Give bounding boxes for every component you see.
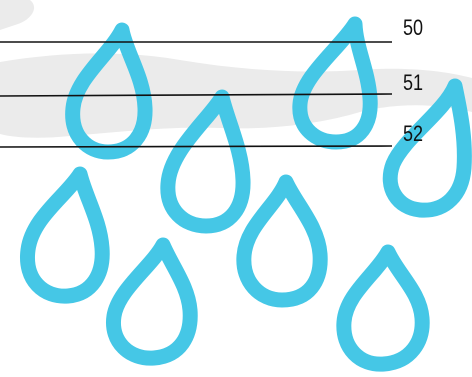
leader-line-2 (0, 93, 393, 97)
raindrop-icon (382, 78, 472, 218)
background-stain-top-left (0, 0, 35, 30)
callout-label: 50 (403, 15, 424, 40)
raindrop-icon (106, 237, 198, 366)
callout-label: 51 (403, 70, 424, 95)
raindrop-icon (336, 244, 430, 372)
raindrop-icon (20, 166, 110, 304)
raindrop-group (20, 16, 472, 372)
raindrop-icon (236, 174, 328, 308)
raindrop-icon (292, 16, 378, 150)
leader-line-3 (0, 145, 393, 148)
leader-lines (0, 41, 393, 148)
callout-label: 52 (403, 121, 424, 146)
raindrop-icon (65, 22, 153, 160)
